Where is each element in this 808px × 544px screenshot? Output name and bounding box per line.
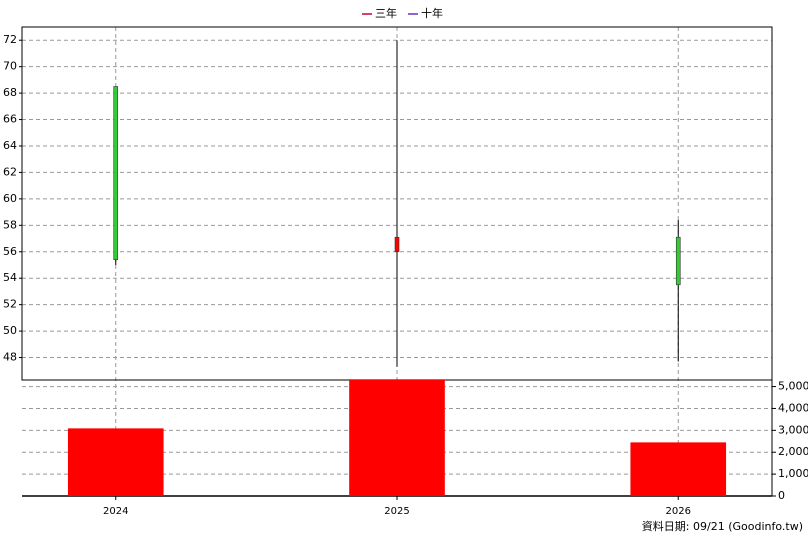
candle-body (113, 86, 119, 260)
y-tick-label: 58 (3, 218, 17, 231)
y2-tick-label: 5,000 (778, 380, 808, 393)
y-tick-label: 70 (3, 60, 17, 73)
y-tick-label: 72 (3, 33, 17, 46)
y-tick-label: 56 (3, 245, 17, 258)
y-tick-label: 48 (3, 351, 17, 364)
y-tick-label: 64 (3, 139, 17, 152)
footer: 資料日期: 09/21 (Goodinfo.tw) (642, 519, 803, 533)
volume-bar (630, 442, 727, 496)
y2-tick-label: 1,000 (778, 467, 808, 480)
y2-tick-label: 4,000 (778, 401, 808, 414)
y-tick-label: 52 (3, 298, 17, 311)
y2-tick-label: 0 (778, 489, 785, 502)
y-tick-label: 68 (3, 86, 17, 99)
candle-body (394, 236, 400, 253)
legend-label: 三年 (375, 6, 397, 20)
x-tick-label: 2024 (103, 506, 128, 517)
y-tick-label: 60 (3, 192, 17, 205)
y-tick-label: 66 (3, 113, 17, 126)
y2-tick-label: 3,000 (778, 423, 808, 436)
y-tick-label: 50 (3, 324, 17, 337)
candle-body (675, 236, 681, 286)
y2-tick-label: 2,000 (778, 445, 808, 458)
legend-label: 十年 (421, 6, 443, 20)
volume-bar (349, 380, 445, 496)
volume-bar (67, 428, 164, 496)
y-tick-label: 62 (3, 165, 17, 178)
x-tick-label: 2026 (666, 506, 691, 517)
x-tick-label: 2025 (384, 506, 409, 517)
y-tick-label: 54 (3, 271, 17, 284)
